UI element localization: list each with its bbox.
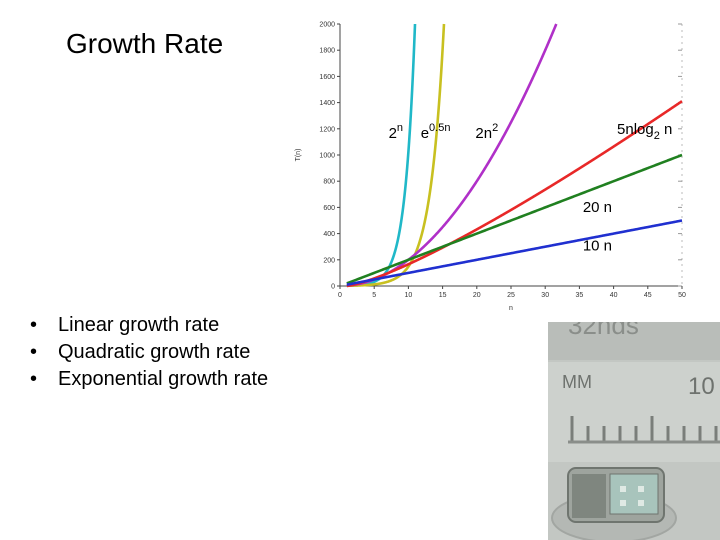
chip-pads [609,473,659,515]
series-label-e-0-5n: e0.5n [421,122,451,142]
x-tick-label: 15 [439,292,447,299]
x-tick-label: 25 [507,292,515,299]
x-tick-label: 40 [610,292,618,299]
series-label-20-n: 20 n [583,199,612,216]
x-tick-label: 45 [644,292,652,299]
y-tick-label: 1000 [319,153,335,160]
y-tick-label: 1400 [319,100,335,107]
x-tick-label: 30 [541,292,549,299]
slide-title: Growth Rate [66,28,224,59]
series-line-10-n [345,219,683,286]
chart-svg: 0 200 400 600 800 1000 1200 1400 1600 1800 2000 0 5 1… [295,22,686,313]
y-tick-label: 200 [323,257,335,264]
y-tick-label: 1600 [319,74,335,81]
x-tick-label: 10 [405,292,413,299]
photo-top-text: 32nds [568,322,639,340]
ruler-number: 10 [688,373,715,400]
y-tick-label: 600 [323,205,335,212]
chip-on-ruler-photo: 32nds MM 10 [548,322,720,540]
chip-die [572,474,606,518]
x-tick-label: 50 [678,292,686,299]
series-line-e-0-5n [345,23,446,288]
y-axis-label: T(n) [295,149,302,162]
bullet-linear: Linear growth rate [30,312,268,339]
series-label-5nlog2-n: 5nlog2 n [617,121,672,142]
plot-area [340,24,682,286]
y-tick-label: 400 [323,231,335,238]
y-tick-label: 0 [331,284,335,291]
bullet-quadratic: Quadratic growth rate [30,339,268,366]
x-tick-label: 35 [576,292,584,299]
series-line-20-n [345,153,683,285]
y-tick-label: 1200 [319,126,335,133]
growth-rate-chart: 0 200 400 600 800 1000 1200 1400 1600 1800 2000 0 5 1… [290,14,690,314]
x-tick-label: 20 [473,292,481,299]
x-axis-label: n [509,305,513,312]
series-label-2-n: 2n [389,122,403,142]
series-label-10-n: 10 n [583,238,612,255]
bullet-exponential: Exponential growth rate [30,366,268,393]
series-label-2n-2: 2n2 [475,122,498,142]
x-tick-label: 5 [372,292,376,299]
series-line-5nlog2-n [345,100,683,288]
y-tick-label: 2000 [319,22,335,29]
y-tick-label: 800 [323,179,335,186]
y-tick-label: 1800 [319,48,335,55]
photo-svg: 32nds MM 10 [548,322,720,540]
x-tick-label: 0 [338,292,342,299]
bullet-list: Linear growth rate Quadratic growth rate… [30,312,268,393]
ruler-unit-label: MM [562,372,592,392]
